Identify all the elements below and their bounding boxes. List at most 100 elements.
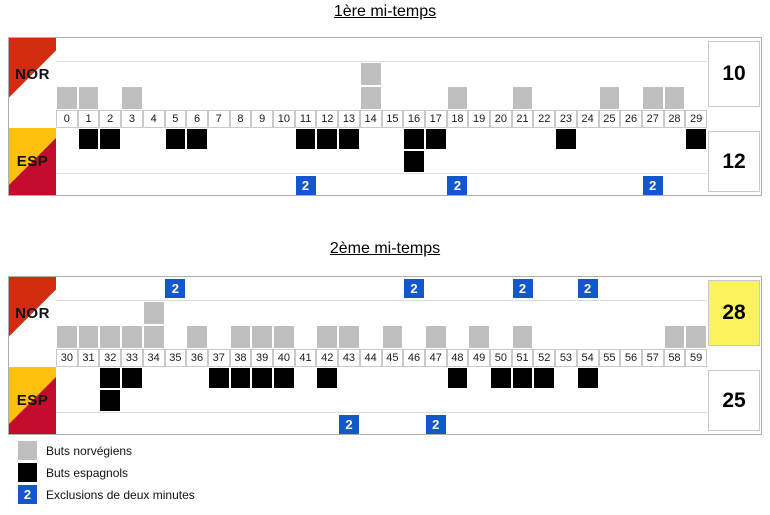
nor-goal-cell xyxy=(230,62,252,86)
esp-exclusion-cell xyxy=(207,412,230,434)
minute-label: 32 xyxy=(99,349,122,367)
esp-goal-cell xyxy=(382,389,404,412)
spanish-goal-swatch xyxy=(18,463,37,482)
minute-label: 54 xyxy=(576,349,599,367)
minute-label: 40 xyxy=(273,349,295,367)
minute-label: 14 xyxy=(359,110,382,128)
esp-goal-cell xyxy=(599,367,621,389)
esp-score: 25 xyxy=(708,370,760,431)
nor-exclusion-marker: 2 xyxy=(512,279,533,298)
nor-exclusion-cell xyxy=(663,38,686,62)
esp-goal-cell xyxy=(620,128,642,150)
esp-exclusion-cell xyxy=(685,412,707,434)
esp-exclusion-marker: 2 xyxy=(447,176,468,195)
esp-goal-cell xyxy=(316,128,338,150)
nor-goal-square xyxy=(122,326,142,348)
minute-label: 59 xyxy=(685,349,707,367)
first-half-title-text: 1ère mi-temps xyxy=(333,3,437,20)
minute-label: 16 xyxy=(403,110,425,128)
nor-exclusion-cell xyxy=(338,38,360,62)
nor-goal-cell xyxy=(642,301,664,325)
nor-goal-square xyxy=(382,326,403,348)
nor-exclusion-cell xyxy=(359,277,382,301)
nor-goal-square xyxy=(252,326,272,348)
esp-goal-cell xyxy=(338,367,360,389)
esp-goal-cell xyxy=(121,367,143,389)
esp-goal-cell xyxy=(490,150,512,173)
nor-goal-cell xyxy=(186,325,208,349)
esp-goal-cell xyxy=(99,367,121,389)
esp-goal-cell xyxy=(316,150,338,173)
nor-goal-cell xyxy=(382,62,404,86)
nor-goal-cell xyxy=(577,62,599,86)
nor-goal-cell xyxy=(599,86,621,110)
esp-exclusion-cell xyxy=(598,412,621,434)
minute-label: 36 xyxy=(186,349,208,367)
nor-goal-cell xyxy=(664,325,686,349)
legend-label-exclusions: Exclusions de deux minutes xyxy=(46,487,195,502)
esp-goal-cell xyxy=(56,150,78,173)
esp-goal-cell xyxy=(78,367,100,389)
nor-exclusion-cell xyxy=(77,38,100,62)
nor-goal-cell xyxy=(121,86,143,110)
minute-label: 5 xyxy=(164,110,187,128)
nor-goal-cell xyxy=(403,86,425,110)
esp-goal-cell xyxy=(143,367,165,389)
nor-exclusion-cell xyxy=(251,38,273,62)
esp-goal-square xyxy=(317,129,338,149)
esp-goal-square xyxy=(317,368,338,388)
nor-exclusion-cell xyxy=(403,38,425,62)
esp-goal-cell xyxy=(165,128,187,150)
esp-goal-cell xyxy=(382,128,404,150)
nor-goal-cell xyxy=(533,62,555,86)
nor-exclusion-cell xyxy=(381,277,404,301)
esp-goal-cell xyxy=(425,389,447,412)
nor-goal-square xyxy=(447,87,468,109)
nor-goal-cell xyxy=(642,86,664,110)
esp-goal-cell xyxy=(230,128,252,150)
esp-exclusion-cell xyxy=(77,173,100,195)
nor-goal-cell xyxy=(533,301,555,325)
nor-exclusion-cell xyxy=(685,277,707,301)
nor-goal-cell xyxy=(121,325,143,349)
nor-goal-square xyxy=(360,63,381,85)
minute-label: 48 xyxy=(446,349,469,367)
nor-goal-cell xyxy=(251,62,273,86)
nor-goal-cell xyxy=(208,86,230,110)
minute-label: 38 xyxy=(229,349,252,367)
nor-goal-cell xyxy=(512,86,534,110)
esp-exclusion-cell xyxy=(403,412,425,434)
nor-goal-cell xyxy=(56,86,78,110)
nor-goal-cell xyxy=(447,325,469,349)
nor-goal-cell xyxy=(208,62,230,86)
nor-goal-cell xyxy=(555,86,577,110)
esp-goal-cell xyxy=(99,389,121,412)
esp-goal-cell xyxy=(425,128,447,150)
esp-goal-cell xyxy=(251,367,273,389)
minute-label: 37 xyxy=(207,349,230,367)
nor-goal-cell xyxy=(382,86,404,110)
nor-goal-cell xyxy=(295,325,317,349)
minute-label: 19 xyxy=(468,110,490,128)
esp-exclusion-cell xyxy=(468,173,490,195)
esp-goal-cell xyxy=(490,128,512,150)
esp-goal-square xyxy=(491,368,511,388)
nor-goal-cell xyxy=(685,86,707,110)
minute-label: 43 xyxy=(338,349,360,367)
nor-goal-cell xyxy=(685,325,707,349)
esp-goal-cell xyxy=(273,150,295,173)
esp-goal-cell xyxy=(273,389,295,412)
esp-goal-cell xyxy=(555,367,577,389)
nor-goal-cell xyxy=(99,301,121,325)
minute-label: 58 xyxy=(663,349,686,367)
esp-goal-cell xyxy=(512,367,534,389)
esp-goal-cell xyxy=(577,367,599,389)
nor-goal-square xyxy=(57,326,77,348)
esp-goal-square xyxy=(512,368,533,388)
esp-goal-cell xyxy=(338,150,360,173)
esp-goal-cell xyxy=(230,367,252,389)
esp-goal-cell xyxy=(273,128,295,150)
esp-exclusion-cell xyxy=(381,173,404,195)
esp-goal-cell xyxy=(316,389,338,412)
esp-exclusion-cell xyxy=(576,412,599,434)
